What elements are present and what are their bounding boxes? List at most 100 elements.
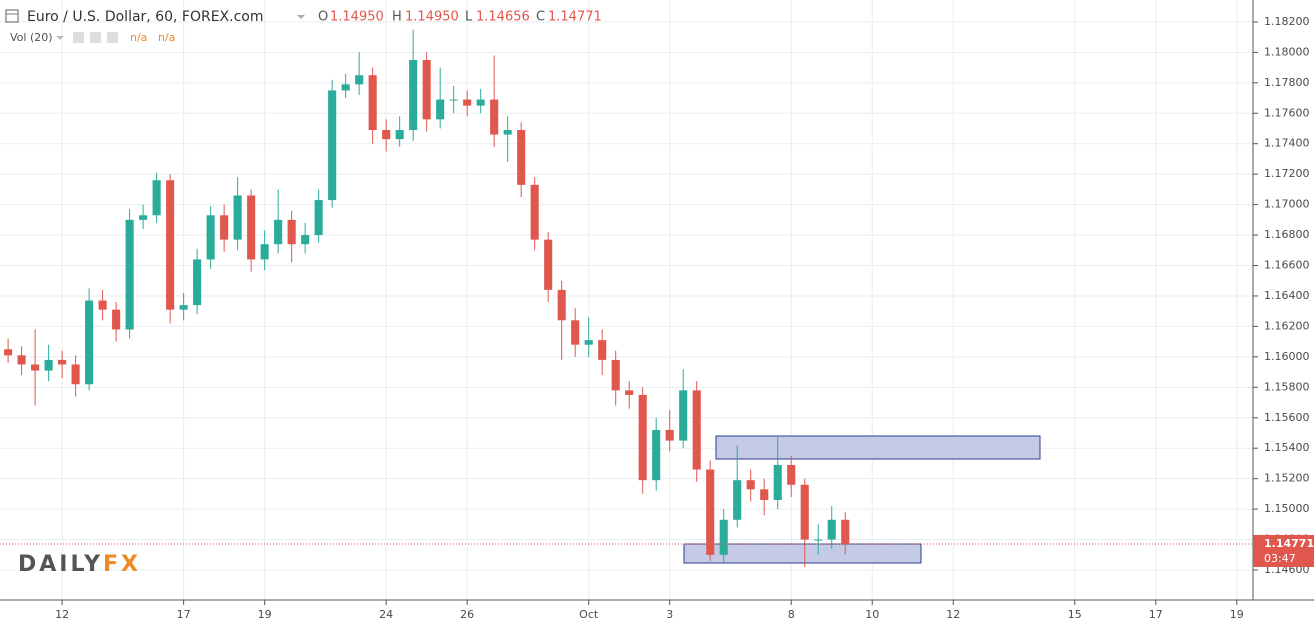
candle-body [625,390,634,395]
candle-body [220,215,229,240]
candle-body [530,184,539,240]
candle-body [733,480,742,520]
ohlc-key: C [536,10,545,25]
volume-settings[interactable] [73,32,84,43]
ohlc-value: 1.14656 [476,10,530,25]
candle-body [814,539,823,541]
candle-body [827,519,836,540]
y-tick-label: 1.16400 [1264,289,1310,302]
candle-body [274,219,283,245]
candle-body [800,484,809,540]
candle-body [679,390,688,441]
x-tick-label: 26 [460,608,474,621]
y-tick-label: 1.16600 [1264,259,1310,272]
candle-body [139,215,148,220]
candle-body [382,130,391,140]
chart-title: Euro / U.S. Dollar, 60, FOREX.com [27,9,264,25]
candle-body [71,364,80,385]
candle-body [328,90,337,201]
y-tick-label: 1.17000 [1264,198,1310,211]
candle-body [692,390,701,470]
y-tick-label: 1.17600 [1264,106,1310,119]
y-tick-label: 1.17400 [1264,137,1310,150]
candle-body [544,239,553,290]
x-tick-label: 8 [788,608,795,621]
candle-body [746,480,755,490]
candle-body [571,320,580,345]
volume-label: Vol (20) [10,31,53,44]
ohlc-value: 1.14950 [405,10,459,25]
candle-body [85,300,94,385]
candle-body [787,464,796,485]
candle-body [665,429,674,441]
candle-body [314,200,323,236]
x-tick-label: 19 [1230,608,1244,621]
x-tick-label: 10 [865,608,879,621]
ohlc-key: L [465,10,473,25]
candle-body [760,489,769,500]
y-tick-label: 1.15200 [1264,472,1310,485]
candle-body [44,359,53,371]
candle-body [98,300,107,310]
candle-body [17,355,26,365]
y-tick-label: 1.15400 [1264,441,1310,454]
candle-body [287,219,296,245]
volume-dropdown[interactable] [56,36,64,40]
candle-body [152,180,161,216]
candle-body [301,235,310,245]
candle-body [773,464,782,500]
candle-body [112,309,121,330]
candle-body [206,215,215,260]
y-tick-label: 1.16200 [1264,319,1310,332]
x-tick-label: 3 [666,608,673,621]
last-price-label: 1.14771 [1264,537,1314,550]
y-tick-label: 1.18200 [1264,15,1310,28]
candle-body [395,130,404,140]
candle-body [31,364,40,371]
grid [0,0,1253,600]
volume-hide[interactable] [90,32,101,43]
watermark-part: FX [103,552,141,577]
candle-body [503,130,512,135]
ohlc-value: 1.14950 [330,10,384,25]
candle-body [490,99,499,135]
candle-body [841,519,850,544]
title-dropdown[interactable] [297,15,305,19]
y-tick-label: 1.17800 [1264,76,1310,89]
candle-body [422,59,431,120]
candle-body [355,75,364,85]
x-tick-label: 24 [379,608,393,621]
support-zone [683,543,922,564]
y-tick-label: 1.18000 [1264,45,1310,58]
candle-body [706,469,715,555]
x-tick-label: 15 [1068,608,1082,621]
candle-body [652,429,661,481]
candle-body [247,195,256,260]
candle-body [409,59,418,131]
candle-body [260,244,269,260]
candle-body [58,359,67,365]
y-tick-label: 1.16000 [1264,350,1310,363]
candle-body [463,99,472,106]
volume-remove[interactable] [107,32,118,43]
axes: 1.146001.148001.150001.152001.154001.156… [55,15,1314,621]
resistance-zone [715,435,1041,460]
candle-body [611,359,620,391]
ohlc-key: H [392,10,402,25]
y-tick-label: 1.15000 [1264,502,1310,515]
candle-body [179,305,188,310]
candle-body [517,130,526,185]
candle-body [638,394,647,481]
candle-body [341,84,350,91]
candle-body [368,75,377,131]
volume-value: n/a [130,31,147,44]
menu-icon[interactable] [5,9,19,23]
countdown-label: 03:47 [1264,552,1296,565]
candle-body [166,180,175,310]
x-tick-label: 19 [258,608,272,621]
x-tick-label: 17 [177,608,191,621]
watermark-part: DAILY [18,552,103,577]
ohlc-value: 1.14771 [548,10,602,25]
